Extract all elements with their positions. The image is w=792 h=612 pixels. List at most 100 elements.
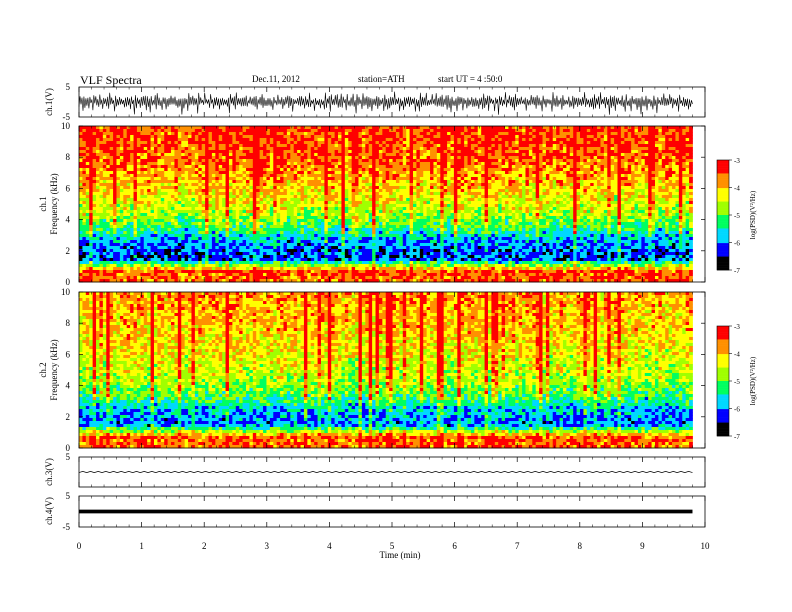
colorbar-segment [717,337,729,339]
colorbar-tick-label: -6 [734,406,740,414]
time-tick-label: 0 [77,541,82,551]
colorbar-segment [717,381,729,383]
colorbar-segment [717,370,729,372]
colorbar-segment [717,259,729,261]
waveform-traces [78,91,693,514]
colorbar-segment [717,206,729,208]
colorbar-segment [717,403,729,405]
colorbar-segment [717,385,729,388]
colorbar-segment [717,249,729,251]
colorbar-segment [717,411,729,414]
colorbar-segment [717,174,729,177]
colorbar-segment [717,194,729,196]
colorbar-segment [717,433,729,436]
time-tick-label: 3 [265,541,270,551]
colorbar-segment [717,260,729,262]
colorbar-segment [717,180,729,183]
colorbar-segment [717,257,729,260]
colorbar-segment [717,432,729,434]
colorbar-segment [717,171,729,173]
colorbar-segment [717,425,729,427]
colorbar-segment [717,234,729,237]
colorbar-tick-label: -4 [734,185,740,193]
colorbar-segment [717,366,729,368]
colorbar-segment [717,378,729,381]
colorbar-segment [717,431,729,433]
voltage-tick-label: 5 [66,82,71,92]
time-tick-label: 7 [515,541,520,551]
colorbar-segment [717,252,729,255]
colorbar-segment [717,423,729,426]
colorbar-segment [717,398,729,400]
start-ut-label: start UT = 4 :50:0 [438,74,503,84]
colorbar-segment [717,188,729,190]
colorbar-segment [717,189,729,191]
colorbar-segment [717,345,729,348]
colorbar-segment [717,177,729,179]
colorbar-segment [717,237,729,239]
time-tick-label: 1 [139,541,144,551]
colorbar-segment [717,173,729,175]
colorbar-segment [717,265,729,267]
colorbar-segment [717,384,729,387]
colorbar-segment [717,241,729,244]
ch3-waveform-ylabel: ch.3(V) [44,458,54,486]
frequency-tick-label: 8 [66,318,71,328]
colorbar-segment [717,434,729,437]
colorbar-segment [717,182,729,184]
colorbar-segment [717,215,729,217]
colorbar-segment [717,363,729,366]
colorbar-segment [717,216,729,218]
colorbar-segment [717,255,729,257]
colorbar-segment [717,376,729,378]
colorbar-segment [717,338,729,340]
colorbar-segment [717,404,729,406]
colorbar-segment [717,166,729,168]
station-label: station=ATH [358,74,405,84]
colorbar-segment [717,388,729,390]
colorbar-segment [717,197,729,200]
colorbar-segment [717,202,729,205]
colorbar-segment [717,343,729,345]
colorbar-segment [717,356,729,359]
colorbar-segment [717,412,729,415]
colorbar-segment [717,428,729,431]
ch4-waveform-ylabel: ch.4(V) [44,497,54,525]
frequency-tick-label: 2 [66,412,71,422]
colorbar-segment [717,238,729,240]
colorbar-segment [717,352,729,355]
ch2-spectrogram-ylabel-frequency: Frequency (kHz) [49,339,59,400]
colorbar-segment [717,368,729,371]
colorbar-segment [717,420,729,422]
colorbar-segment [717,394,729,396]
colorbar-segment [717,267,729,270]
colorbar-segment [717,409,729,411]
colorbar-tick-label: -5 [734,378,740,386]
colorbar-tick-label: -3 [734,157,740,165]
colorbar-segment [717,395,729,398]
colorbar-segment [717,399,729,401]
colorbar-segment [717,168,729,171]
ch1-waveform-trace [78,91,693,115]
colorbar-segment [717,374,729,377]
colorbar-segment [717,184,729,186]
colorbar-segment [717,210,729,212]
colorbar-segment [717,377,729,379]
colorbar-segment [717,227,729,229]
colorbar-segment [717,339,729,341]
colorbar-tick-label: -3 [734,323,740,331]
colorbar-segment [717,167,729,169]
frequency-tick-label: 0 [66,277,71,287]
frequency-tick-label: 6 [66,349,71,359]
colorbar-segment [717,164,729,167]
colorbar-segment [717,240,729,243]
colorbar-segment [717,226,729,228]
colorbar-segment [717,429,729,432]
colorbar-segment [717,390,729,393]
colorbar-segment [717,426,729,428]
colorbar-segment [717,191,729,194]
colorbar-segment [717,207,729,210]
colorbar-segment [717,183,729,185]
